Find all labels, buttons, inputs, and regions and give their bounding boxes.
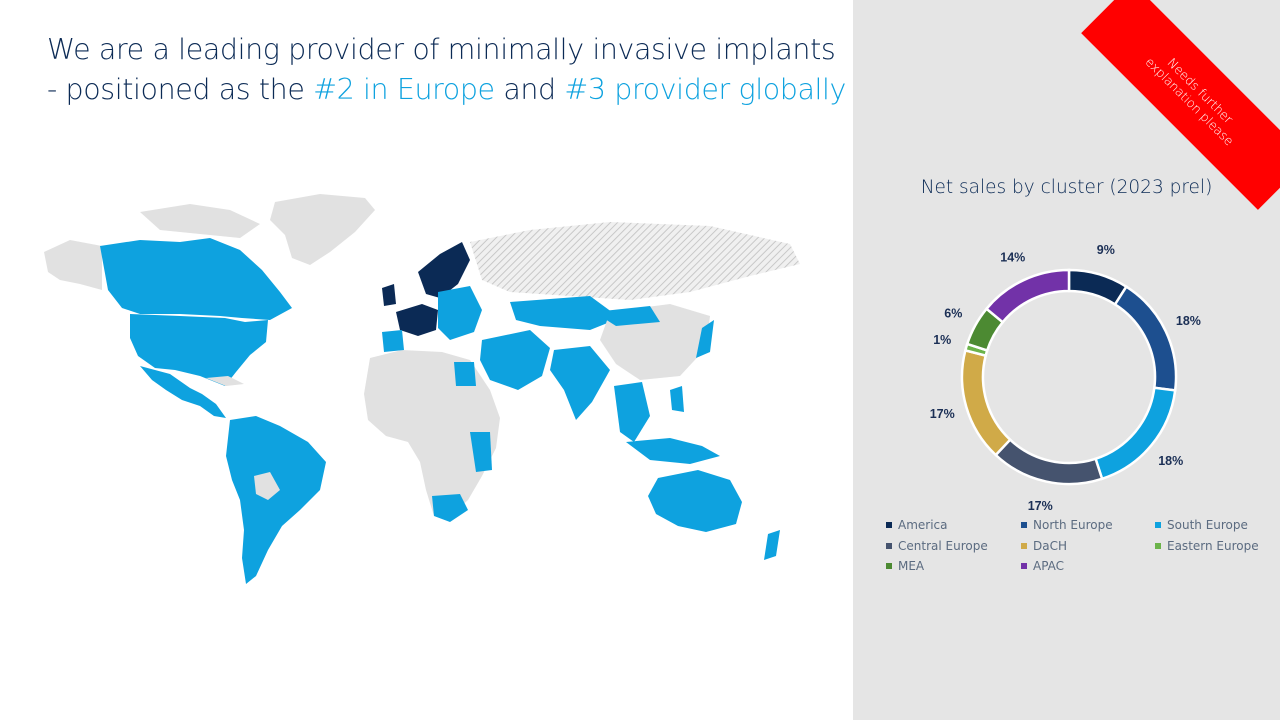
legend-swatch — [886, 563, 892, 569]
legend-swatch — [1021, 522, 1027, 528]
legend-item-mea: MEA — [886, 559, 924, 573]
donut-slice-dach — [960, 348, 1012, 457]
map-western-europe — [396, 304, 438, 336]
donut-label-mea: 6% — [944, 306, 962, 320]
legend-label: Eastern Europe — [1167, 539, 1259, 553]
map-south-america — [226, 416, 326, 584]
legend-item-north-europe: North Europe — [1021, 518, 1113, 532]
donut-label-south-europe: 18% — [1158, 454, 1183, 468]
donut-label-eastern-europe: 1% — [933, 333, 951, 347]
map-japan — [696, 320, 714, 358]
legend-swatch — [1155, 543, 1161, 549]
legend-label: North Europe — [1033, 518, 1113, 532]
map-mongolia — [594, 306, 660, 326]
map-philippines — [670, 386, 684, 412]
donut-label-central-europe: 17% — [1028, 499, 1053, 513]
legend-swatch — [886, 522, 892, 528]
legend-item-central-europe: Central Europe — [886, 539, 988, 553]
map-africa — [364, 350, 500, 516]
map-middle-east — [480, 330, 550, 390]
title-highlight-global: #3 provider globally — [564, 73, 847, 106]
donut-slice-apac — [984, 268, 1071, 324]
legend-item-eastern-europe: Eastern Europe — [1155, 539, 1259, 553]
title-line-2-prefix: - positioned as the — [47, 73, 314, 106]
legend-swatch — [1155, 522, 1161, 528]
map-south-africa — [432, 494, 468, 522]
donut-slices — [960, 268, 1178, 486]
legend-swatch — [1021, 543, 1027, 549]
map-india — [550, 346, 610, 420]
legend-swatch — [1021, 563, 1027, 569]
donut-slice-central-europe — [993, 437, 1104, 486]
legend-item-dach: DaCH — [1021, 539, 1067, 553]
legend-label: APAC — [1033, 559, 1065, 573]
legend-item-south-europe: South Europe — [1155, 518, 1248, 532]
title-highlight-europe: #2 in Europe — [313, 73, 495, 106]
map-uk — [382, 284, 396, 306]
legend-item-apac: APAC — [1021, 559, 1064, 573]
donut-label-north-europe: 18% — [1176, 314, 1201, 328]
world-map — [30, 180, 820, 600]
legend-swatch — [886, 543, 892, 549]
map-scandinavia — [418, 242, 470, 298]
map-egypt — [454, 362, 476, 386]
donut-chart-svg: 9% 18% 18% 17% 17% 1% 6% 14% — [930, 243, 1201, 513]
map-russia — [470, 222, 800, 300]
legend-label: America — [898, 518, 948, 532]
chart-title: Net sales by cluster (2023 prel) — [920, 177, 1213, 198]
page-title: We are a leading provider of minimally i… — [47, 30, 847, 110]
donut-slice-north-europe — [1113, 284, 1178, 392]
legend-label: South Europe — [1167, 518, 1248, 532]
map-bolivia-paraguay — [254, 472, 280, 500]
map-australia — [648, 470, 742, 532]
donut-label-dach: 17% — [930, 407, 955, 421]
map-indonesia — [626, 438, 720, 464]
map-alaska — [44, 240, 102, 290]
donut-chart: 9% 18% 18% 17% 17% 1% 6% 14% — [853, 230, 1280, 520]
legend-label: DaCH — [1033, 539, 1067, 553]
map-central-asia — [510, 296, 620, 330]
title-line-1: We are a leading provider of minimally i… — [47, 33, 836, 66]
map-new-zealand — [764, 530, 780, 560]
donut-label-apac: 14% — [1000, 251, 1025, 265]
legend-item-america: America — [886, 518, 948, 532]
title-line-2-middle: and — [494, 73, 565, 106]
map-mexico — [140, 366, 226, 418]
map-cuba — [206, 376, 244, 386]
map-arctic-islands — [140, 204, 260, 238]
map-central-eastern-europe — [438, 286, 482, 340]
world-map-svg — [44, 194, 800, 584]
title-line-2: - positioned as the #2 in Europe and #3 … — [47, 70, 847, 110]
map-usa — [130, 314, 268, 386]
legend-label: Central Europe — [898, 539, 988, 553]
map-southeast-asia — [614, 382, 650, 442]
donut-label-america: 9% — [1097, 243, 1115, 257]
donut-labels: 9% 18% 18% 17% 17% 1% 6% 14% — [930, 243, 1201, 513]
map-canada — [100, 238, 292, 320]
legend-label: MEA — [898, 559, 925, 573]
map-greenland — [270, 194, 375, 265]
map-iberia — [382, 330, 404, 352]
map-east-africa — [470, 432, 492, 472]
